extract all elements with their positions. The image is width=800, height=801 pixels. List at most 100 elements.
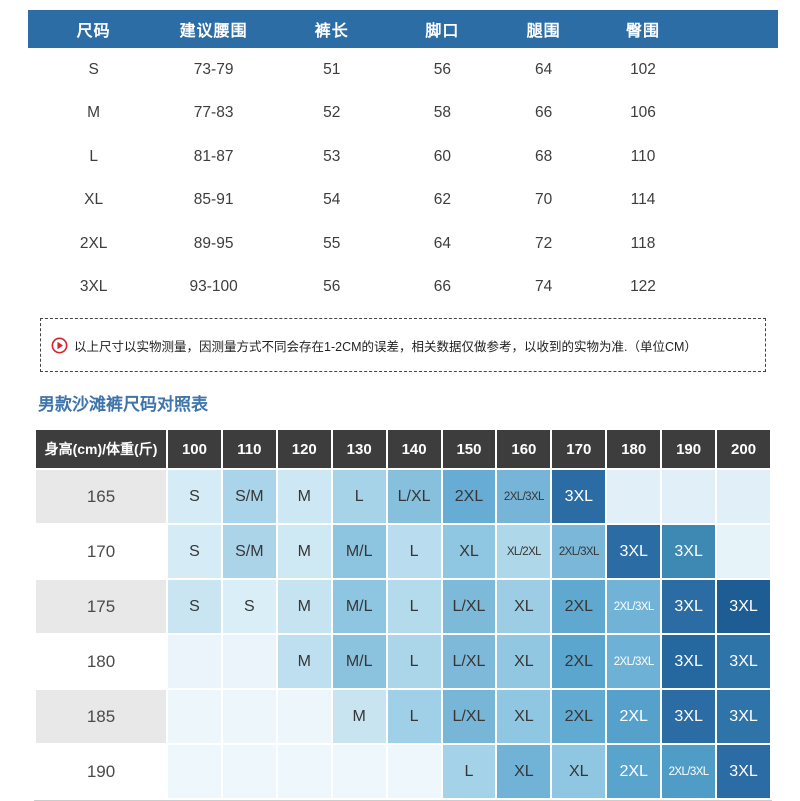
matrix-size-cell: 2XL (607, 690, 661, 743)
size-cell: 114 (630, 191, 656, 209)
size-cell: 64 (535, 60, 553, 78)
matrix-size-cell: M/L (332, 580, 386, 633)
matrix-header-weight-200: 200 (717, 430, 770, 468)
size-cell: 68 (535, 147, 553, 165)
matrix-size-cell: 2XL/3XL (552, 525, 606, 578)
size-cell: 66 (433, 278, 451, 296)
matrix-size-cell: S (168, 525, 221, 578)
size-cell: 66 (535, 104, 553, 122)
size-row-filler (688, 135, 778, 179)
matrix-empty-cell (168, 745, 221, 798)
matrix-empty-cell (277, 690, 331, 743)
size-row-filler (688, 48, 778, 92)
matrix-size-cell: 2XL (607, 745, 661, 798)
matrix-size-cell: XL (442, 525, 496, 578)
size-cell: 89-95 (193, 234, 234, 252)
measurement-notice: 以上尺寸以实物测量，因测量方式不同会存在1-2CM的误差，相关数据仅做参考，以收… (40, 318, 766, 372)
matrix-size-cell: 3XL (662, 525, 716, 578)
matrix-size-cell: L/XL (387, 470, 441, 523)
matrix-size-cell: S (168, 470, 221, 523)
matrix-header-weight-160: 160 (497, 430, 551, 468)
matrix-size-cell: M (277, 525, 331, 578)
matrix-size-cell: M/L (332, 635, 386, 688)
size-row-filler (688, 266, 778, 310)
matrix-header-weight-140: 140 (387, 430, 441, 468)
matrix-empty-cell (332, 745, 386, 798)
size-cell: 52 (323, 104, 341, 122)
size-cell: L (89, 147, 98, 165)
size-cell: 110 (630, 147, 656, 165)
matrix-empty-cell (222, 745, 276, 798)
size-cell: 106 (630, 104, 656, 122)
matrix-size-cell: M/L (332, 525, 386, 578)
size-cell: 64 (433, 234, 451, 252)
matrix-body: 165 S S/M M L L/XL 2XL 2XL/3XL 3XL 170 S S/M M M/L L XL… (36, 470, 770, 798)
size-cell: 54 (323, 191, 341, 209)
matrix-size-cell: 3XL (717, 690, 770, 743)
matrix-row-190: 190 L XL XL 2XL 2XL/3XL 3XL (36, 745, 770, 798)
matrix-header-weight-150: 150 (442, 430, 496, 468)
size-cell: 93-100 (189, 278, 238, 296)
matrix-size-cell: S/M (222, 470, 276, 523)
matrix-size-cell: M (332, 690, 386, 743)
matrix-size-cell: 2XL/3XL (607, 580, 661, 633)
size-table-header-row: 尺码 建议腰围 裤长 脚口 腿围 臀围 (28, 10, 778, 48)
matrix-size-cell: XL (497, 580, 551, 633)
matrix-size-cell: XL (497, 745, 551, 798)
size-cell: 58 (433, 104, 451, 122)
matrix-size-cell: 2XL (442, 470, 496, 523)
size-table-row: 2XL 89-95 55 64 72 118 (28, 222, 778, 266)
matrix-size-cell: M (277, 470, 331, 523)
size-table-row: XL 85-91 54 62 70 114 (28, 179, 778, 223)
matrix-size-cell: 3XL (662, 580, 716, 633)
matrix-empty-cell (387, 745, 441, 798)
size-cell: 85-91 (193, 191, 234, 209)
matrix-empty-cell (662, 470, 716, 523)
matrix-empty-cell (717, 525, 770, 578)
size-matrix-table: 身高(cm)/体重(斤) 100 110 120 130 140 150 160 170 180 1… (34, 428, 772, 801)
matrix-header-weight-190: 190 (662, 430, 716, 468)
size-col-header: 脚口 (395, 10, 490, 48)
matrix-header-weight-180: 180 (607, 430, 661, 468)
matrix-row-label: 175 (36, 580, 166, 633)
size-col-header: 裤长 (268, 10, 396, 48)
matrix-row-170: 170 S S/M M M/L L XL XL/2XL 2XL/3XL 3XL 3XL (36, 525, 770, 578)
matrix-size-cell: 2XL/3XL (497, 470, 551, 523)
matrix-header-weight-120: 120 (277, 430, 331, 468)
matrix-empty-cell (222, 690, 276, 743)
size-cell: 62 (433, 191, 451, 209)
matrix-size-cell: XL (497, 690, 551, 743)
matrix-size-cell: L (387, 580, 441, 633)
size-row-filler (688, 222, 778, 266)
size-cell: 55 (323, 234, 341, 252)
size-cell: 102 (630, 60, 656, 78)
matrix-row-label: 170 (36, 525, 166, 578)
matrix-empty-cell (222, 635, 276, 688)
matrix-header-row: 身高(cm)/体重(斤) 100 110 120 130 140 150 160 170 180 1… (36, 430, 770, 468)
size-table-row: L 81-87 53 60 68 110 (28, 135, 778, 179)
matrix-header-weight-170: 170 (552, 430, 606, 468)
matrix-header-weight-130: 130 (332, 430, 386, 468)
matrix-size-cell: M (277, 580, 331, 633)
matrix-size-cell: 2XL/3XL (662, 745, 716, 798)
matrix-size-cell: 2XL (552, 580, 606, 633)
matrix-size-cell: L (387, 635, 441, 688)
matrix-size-cell: L/XL (442, 635, 496, 688)
size-table-body: S 73-79 51 56 64 102 M 77-83 52 58 66 106 L 81-87 53 60… (28, 48, 778, 309)
matrix-row-165: 165 S S/M M L L/XL 2XL 2XL/3XL 3XL (36, 470, 770, 523)
matrix-header-weight-110: 110 (222, 430, 276, 468)
matrix-size-cell: L (442, 745, 496, 798)
size-cell: 70 (535, 191, 553, 209)
matrix-empty-cell (277, 745, 331, 798)
matrix-size-cell: L/XL (442, 580, 496, 633)
size-table-row: S 73-79 51 56 64 102 (28, 48, 778, 92)
matrix-row-label: 180 (36, 635, 166, 688)
matrix-size-cell: L (387, 525, 441, 578)
matrix-size-cell: S/M (222, 525, 276, 578)
matrix-size-cell: 3XL (717, 580, 770, 633)
size-cell: 81-87 (193, 147, 234, 165)
matrix-size-cell: 3XL (552, 470, 606, 523)
size-cell: 72 (535, 234, 553, 252)
matrix-size-cell: XL (552, 745, 606, 798)
size-cell: 118 (630, 234, 656, 252)
